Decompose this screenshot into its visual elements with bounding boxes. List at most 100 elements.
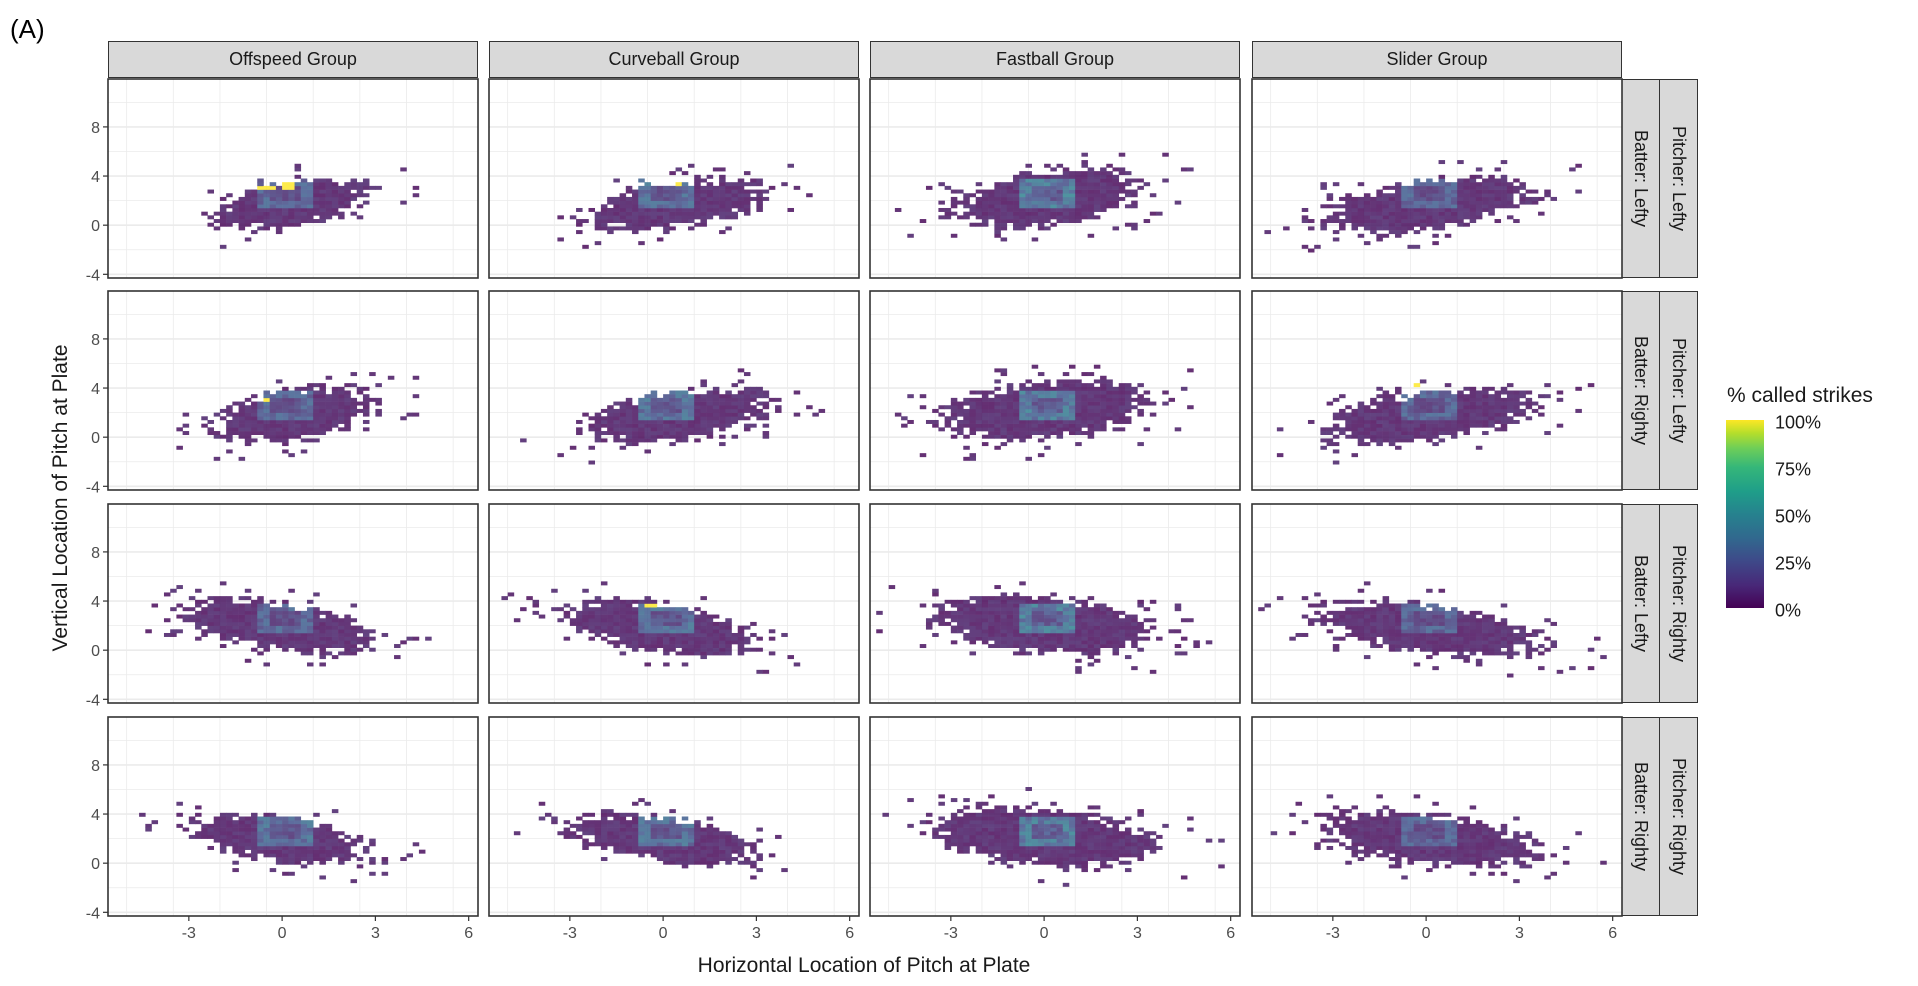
heat-tile	[1345, 416, 1352, 421]
heat-tile	[706, 427, 714, 432]
heat-tile	[669, 629, 676, 634]
heat-tile	[625, 200, 633, 205]
heat-tile	[1031, 610, 1039, 615]
heat-tile	[1463, 408, 1470, 413]
heat-tile	[313, 193, 320, 198]
heat-tile	[1019, 185, 1026, 190]
heat-tile	[263, 434, 270, 439]
heat-tile	[1025, 596, 1032, 601]
heat-tile	[257, 412, 264, 417]
heat-tile	[700, 423, 707, 428]
heat-tile	[306, 607, 314, 612]
heat-tile	[793, 185, 801, 190]
heat-tile	[687, 196, 695, 201]
heat-tile	[1056, 599, 1064, 604]
heat-tile	[1345, 607, 1352, 612]
heat-tile	[1044, 618, 1051, 623]
heat-tile	[1438, 196, 1446, 201]
heat-tile	[325, 831, 333, 836]
heat-tile	[731, 401, 739, 406]
heat-tile	[1100, 401, 1107, 406]
heat-tile	[907, 419, 914, 424]
heat-tile	[1494, 204, 1502, 209]
heat-tile	[1031, 416, 1039, 421]
heat-tile	[950, 412, 958, 417]
heat-tile	[219, 211, 227, 216]
heat-tile	[1494, 405, 1502, 410]
heat-tile	[369, 860, 376, 865]
heat-tile	[1401, 200, 1408, 205]
heat-tile	[1118, 185, 1126, 190]
heat-tile	[743, 211, 751, 216]
heat-tile	[244, 823, 252, 828]
y-tick-label: -4	[86, 267, 100, 284]
heat-tile	[725, 215, 732, 220]
heat-tile	[1500, 185, 1508, 190]
heat-tile	[251, 607, 258, 612]
heat-tile	[644, 434, 651, 439]
heat-tile	[768, 636, 776, 641]
heat-tile	[656, 610, 664, 615]
heat-tile	[319, 423, 326, 428]
heat-tile	[737, 204, 745, 209]
heat-tile	[1000, 592, 1008, 597]
heat-tile	[700, 614, 707, 619]
heat-tile	[1345, 200, 1352, 205]
heat-tile	[1112, 174, 1120, 179]
heat-tile	[1395, 419, 1402, 424]
heat-tile	[356, 215, 364, 220]
heat-tile	[594, 599, 602, 604]
heat-tile	[288, 857, 295, 862]
heat-tile	[650, 636, 658, 641]
heat-tile	[1062, 193, 1070, 198]
heat-tile	[263, 427, 270, 432]
heat-tile	[1019, 438, 1026, 443]
heat-tile	[1426, 178, 1433, 183]
heat-tile	[632, 189, 639, 194]
heat-tile	[1044, 163, 1051, 168]
heat-tile	[594, 820, 602, 825]
heat-tile	[1444, 207, 1452, 212]
heat-tile	[282, 816, 289, 821]
heat-tile	[675, 423, 683, 428]
heat-tile	[1407, 211, 1414, 216]
heat-tile	[331, 401, 339, 406]
heat-tile	[1087, 207, 1095, 212]
heat-tile	[1025, 390, 1032, 395]
heat-tile	[1395, 215, 1402, 220]
heat-tile	[1000, 401, 1008, 406]
heat-tile	[1025, 200, 1032, 205]
heat-tile	[969, 390, 977, 395]
heat-tile	[282, 182, 289, 187]
heat-tile	[338, 853, 345, 858]
heat-tile	[325, 849, 333, 854]
heat-tile	[1544, 647, 1551, 652]
heat-tile	[1370, 607, 1377, 612]
heat-tile	[1494, 625, 1502, 630]
heat-tile	[656, 405, 664, 410]
heat-tile	[1401, 207, 1408, 212]
heat-tile	[294, 434, 302, 439]
heat-tile	[1314, 592, 1321, 597]
heat-tile	[687, 394, 695, 399]
heat-tile	[613, 215, 620, 220]
heat-tile	[313, 219, 320, 224]
heat-tile	[1500, 632, 1508, 637]
heat-tile	[338, 618, 345, 623]
heat-tile	[263, 215, 270, 220]
heat-tile	[638, 618, 645, 623]
heat-tile	[1044, 226, 1051, 231]
heat-tile	[319, 427, 326, 432]
heat-tile	[969, 629, 977, 634]
heat-tile	[731, 383, 739, 388]
heat-tile	[176, 812, 183, 817]
heat-tile	[1112, 621, 1120, 626]
heat-tile	[325, 621, 333, 626]
heat-tile	[294, 405, 302, 410]
heat-tile	[1025, 599, 1032, 604]
heat-tile	[226, 423, 233, 428]
heat-tile	[725, 647, 732, 652]
heat-tile	[282, 853, 289, 858]
heat-tile	[663, 226, 670, 231]
heat-tile	[232, 200, 239, 205]
